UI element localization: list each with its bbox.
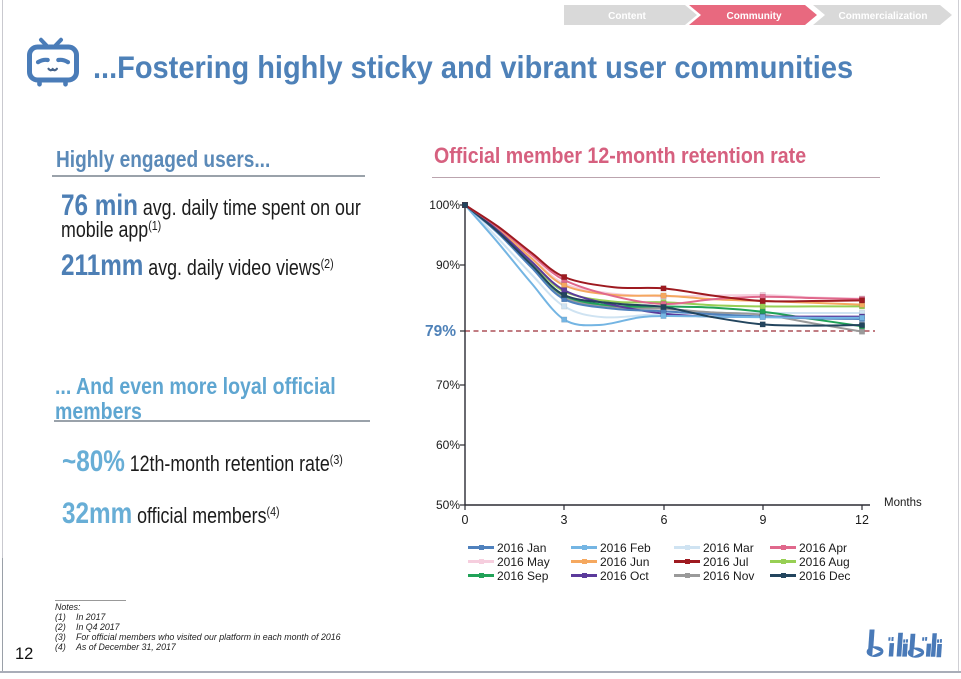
svg-text:Commercialization: Commercialization xyxy=(839,11,928,22)
svg-text:100%: 100% xyxy=(429,198,460,212)
svg-text:90%: 90% xyxy=(436,258,460,272)
svg-text:Months: Months xyxy=(884,497,922,509)
svg-text:60%: 60% xyxy=(436,438,460,452)
svg-text:79%: 79% xyxy=(425,323,456,340)
svg-text:12: 12 xyxy=(855,513,869,527)
svg-text:Community: Community xyxy=(727,11,782,22)
svg-text:9: 9 xyxy=(760,513,767,527)
svg-text:50%: 50% xyxy=(436,498,460,512)
svg-text:70%: 70% xyxy=(436,378,460,392)
svg-text:0: 0 xyxy=(462,513,469,527)
svg-text:3: 3 xyxy=(561,513,568,527)
svg-text:Content: Content xyxy=(608,11,646,22)
svg-text:6: 6 xyxy=(661,513,668,527)
